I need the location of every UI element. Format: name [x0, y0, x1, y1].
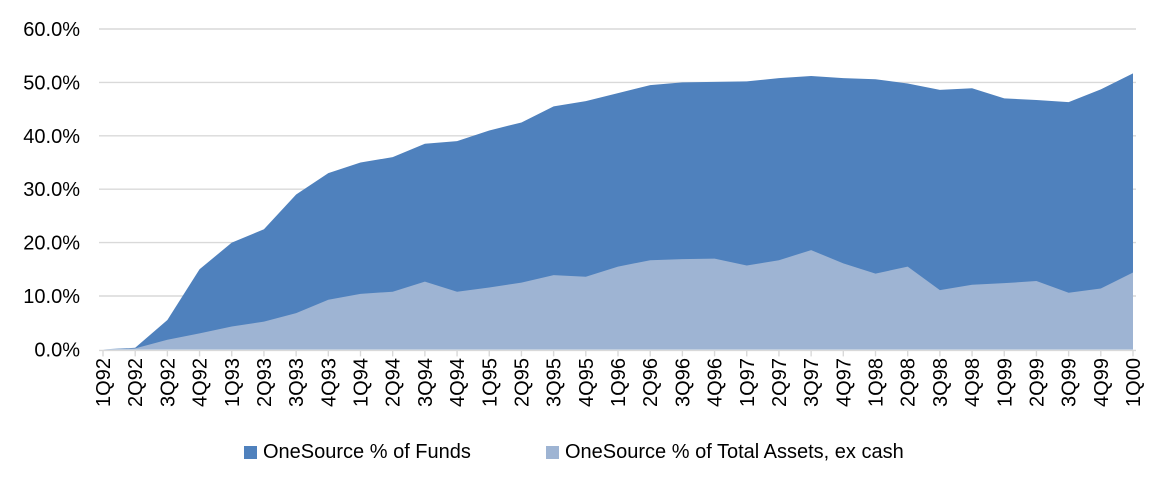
svg-text:0.0%: 0.0% [34, 339, 80, 361]
svg-text:1Q94: 1Q94 [351, 358, 373, 407]
svg-text:4Q92: 4Q92 [190, 358, 212, 407]
svg-text:2Q97: 2Q97 [769, 358, 791, 407]
svg-text:30.0%: 30.0% [23, 179, 80, 201]
svg-text:2Q96: 2Q96 [640, 358, 662, 407]
svg-text:1Q98: 1Q98 [866, 358, 888, 407]
legend-swatch-assets [546, 445, 559, 459]
svg-text:1Q93: 1Q93 [222, 358, 244, 407]
svg-text:3Q99: 3Q99 [1059, 358, 1081, 407]
svg-text:1Q99: 1Q99 [994, 358, 1016, 407]
svg-text:1Q96: 1Q96 [608, 358, 630, 407]
svg-text:3Q92: 3Q92 [157, 358, 179, 407]
svg-text:2Q93: 2Q93 [254, 358, 276, 407]
svg-text:2Q99: 2Q99 [1026, 358, 1048, 407]
svg-text:2Q95: 2Q95 [511, 358, 533, 407]
svg-text:1Q92: 1Q92 [93, 358, 115, 407]
svg-text:4Q93: 4Q93 [318, 358, 340, 407]
svg-text:1Q00: 1Q00 [1123, 358, 1145, 407]
svg-text:4Q94: 4Q94 [447, 358, 469, 407]
svg-text:4Q98: 4Q98 [962, 358, 984, 407]
svg-text:3Q93: 3Q93 [286, 358, 308, 407]
legend-swatch-funds [244, 445, 257, 459]
svg-text:3Q94: 3Q94 [415, 358, 437, 407]
svg-text:4Q99: 4Q99 [1091, 358, 1113, 407]
svg-text:40.0%: 40.0% [23, 126, 80, 148]
svg-text:4Q97: 4Q97 [833, 358, 855, 407]
svg-text:50.0%: 50.0% [23, 72, 80, 94]
svg-text:2Q94: 2Q94 [383, 358, 405, 407]
svg-text:3Q98: 3Q98 [930, 358, 952, 407]
svg-text:60.0%: 60.0% [23, 19, 80, 41]
svg-text:1Q97: 1Q97 [737, 358, 759, 407]
svg-text:20.0%: 20.0% [23, 233, 80, 255]
legend-label-assets: OneSource % of Total Assets, ex cash [565, 440, 904, 463]
svg-text:4Q95: 4Q95 [576, 358, 598, 407]
svg-text:3Q96: 3Q96 [672, 358, 694, 407]
svg-text:4Q96: 4Q96 [705, 358, 727, 407]
legend-label-funds: OneSource % of Funds [263, 440, 471, 463]
svg-text:3Q97: 3Q97 [801, 358, 823, 407]
legend-item-funds: OneSource % of Funds [244, 440, 471, 464]
legend-item-assets: OneSource % of Total Assets, ex cash [546, 440, 904, 464]
svg-text:3Q95: 3Q95 [544, 358, 566, 407]
svg-text:2Q98: 2Q98 [898, 358, 920, 407]
svg-text:2Q92: 2Q92 [125, 358, 147, 407]
svg-text:10.0%: 10.0% [23, 286, 80, 308]
svg-text:1Q95: 1Q95 [479, 358, 501, 407]
